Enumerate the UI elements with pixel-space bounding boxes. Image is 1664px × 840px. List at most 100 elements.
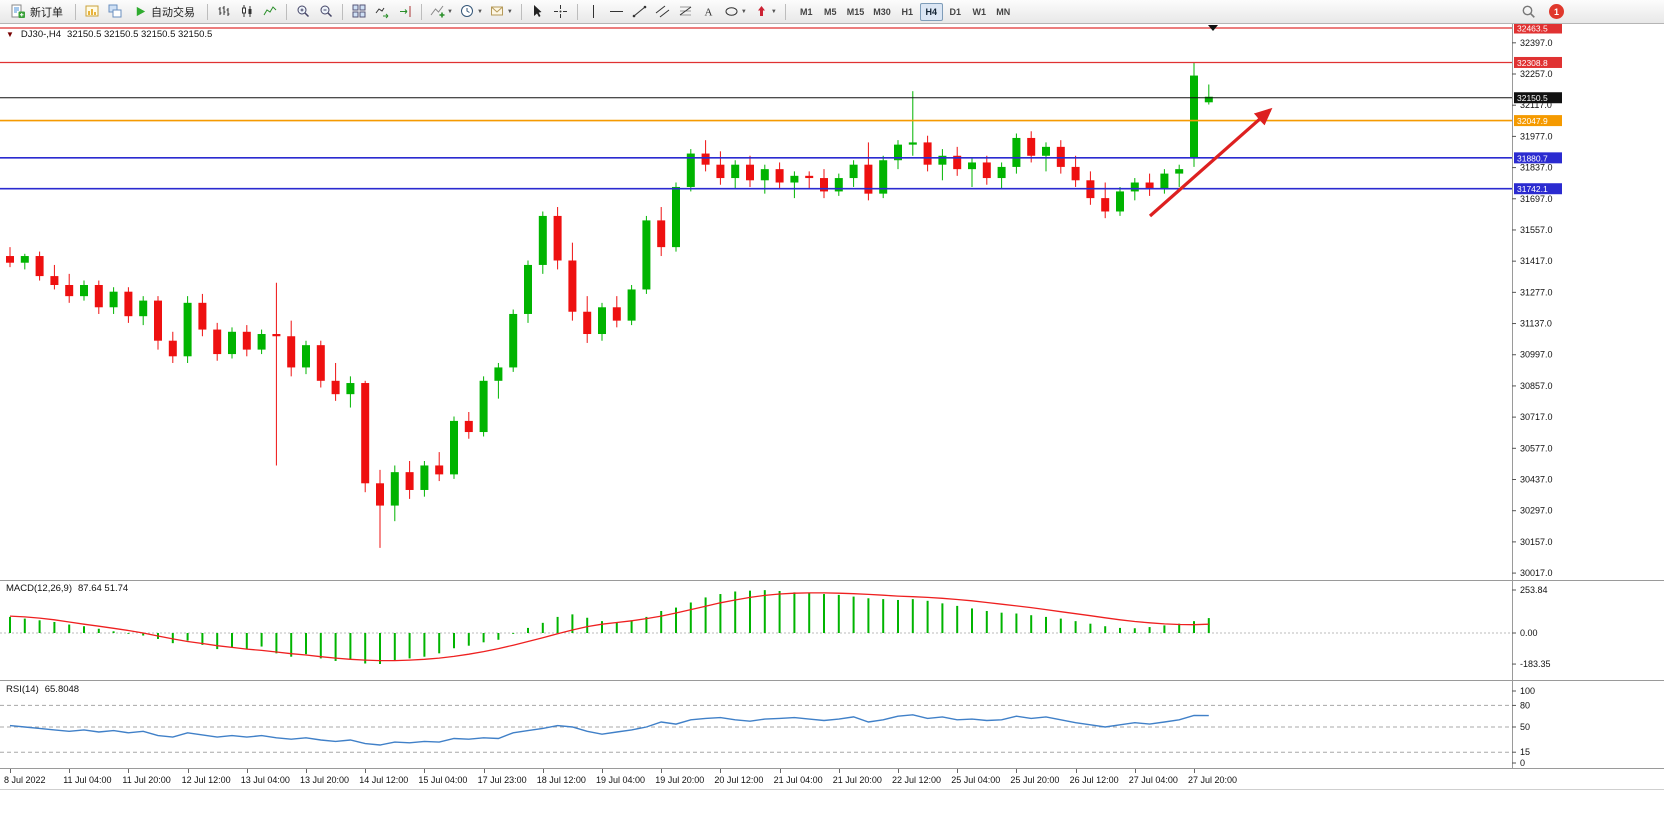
svg-text:15: 15 — [1520, 747, 1530, 757]
timeframe-button-h1[interactable]: H1 — [901, 6, 914, 17]
svg-text:31742.1: 31742.1 — [1517, 184, 1548, 194]
timeframe-button-m30[interactable]: M30 — [873, 6, 891, 17]
shapes-icon[interactable]: ▼ — [721, 2, 750, 22]
time-tick — [128, 769, 130, 773]
svg-text:32463.5: 32463.5 — [1517, 24, 1548, 34]
chart-window-icon[interactable] — [81, 2, 103, 22]
chart-bars-icon[interactable] — [213, 2, 235, 22]
time-tick — [187, 769, 189, 773]
autoscroll-icon[interactable] — [371, 2, 393, 22]
symbol-dropdown-icon[interactable]: ▼ — [6, 30, 14, 39]
search-icon[interactable] — [1517, 2, 1539, 22]
timeframe-button-mn[interactable]: MN — [996, 6, 1011, 17]
svg-text:31977.0: 31977.0 — [1520, 131, 1553, 141]
toolbar-separator — [207, 3, 208, 20]
time-tick — [424, 769, 426, 773]
profiles-icon[interactable] — [104, 2, 126, 22]
time-axis-label: 8 Jul 2022 — [4, 775, 46, 785]
time-axis-label: 25 Jul 20:00 — [1010, 775, 1060, 785]
time-tick — [1194, 769, 1195, 773]
svg-text:32308.8: 32308.8 — [1517, 58, 1548, 68]
main-toolbar: 新订单 自动交易 — [0, 0, 1664, 24]
toolbar-right-group: 1 — [1517, 2, 1564, 22]
time-axis-label: 21 Jul 04:00 — [773, 775, 823, 785]
timeframe-button-m5[interactable]: M5 — [824, 6, 837, 17]
svg-text:32397.0: 32397.0 — [1520, 38, 1553, 48]
time-tick — [1075, 769, 1077, 773]
timeframe-toolbar: M1 M5 M15 M30 H1 H4 D1 W1 MN — [795, 2, 1015, 21]
symbol-ohlc-label: ▼ DJ30-,H4 32150.5 32150.5 32150.5 32150… — [6, 29, 212, 40]
main-price-chart[interactable]: 32397.0 32257.0 32117.0 31977.0 31837.0 31697… — [0, 24, 1664, 580]
time-tick — [779, 769, 781, 773]
rsi-indicator-panel[interactable]: 100 80 50 150 — [0, 680, 1664, 768]
notification-badge[interactable]: 1 — [1549, 4, 1564, 19]
zoom-out-icon[interactable] — [315, 2, 337, 22]
current-bar-marker — [1208, 25, 1218, 31]
time-tick — [602, 769, 603, 773]
time-tick — [246, 769, 248, 773]
svg-text:30857.0: 30857.0 — [1520, 381, 1553, 391]
svg-text:50: 50 — [1520, 722, 1530, 732]
macd-indicator-panel[interactable]: 253.84 0.00 -183.35 — [0, 580, 1664, 680]
svg-text:-183.35: -183.35 — [1520, 659, 1551, 669]
horizontal-line-icon[interactable] — [606, 2, 628, 22]
templates-button[interactable]: ▼ — [487, 2, 516, 22]
timeframe-button-m1[interactable]: M1 — [800, 6, 813, 17]
svg-text:31137.0: 31137.0 — [1520, 319, 1552, 329]
vertical-line-icon[interactable] — [583, 2, 605, 22]
chevron-down-icon: ▼ — [506, 8, 513, 15]
toolbar-separator — [75, 3, 76, 20]
trend-arrow-object[interactable] — [1148, 107, 1273, 218]
timeframe-button-h4[interactable]: H4 — [919, 2, 943, 21]
svg-text:30717.0: 30717.0 — [1520, 412, 1553, 422]
trendline-icon[interactable] — [629, 2, 651, 22]
time-axis[interactable]: 8 Jul 2022 11 Jul 04:00 11 Jul 20:00 12 Jul… — [0, 768, 1664, 790]
time-tick — [483, 769, 485, 773]
svg-text:30997.0: 30997.0 — [1520, 350, 1553, 360]
time-axis-label: 13 Jul 04:00 — [240, 775, 290, 785]
new-order-button[interactable]: 新订单 — [4, 2, 70, 22]
time-axis-label: 25 Jul 04:00 — [951, 775, 1001, 785]
macd-label: MACD(12,26,9) 87.64 51.74 — [6, 583, 128, 594]
toolbar-separator — [286, 3, 287, 20]
chart-candles-icon[interactable] — [236, 2, 258, 22]
price-badge-31880.7 — [1514, 152, 1562, 164]
time-tick — [306, 769, 307, 773]
indicators-button[interactable]: ▼ — [427, 2, 456, 22]
macd-values: 87.64 51.74 — [78, 583, 129, 594]
time-axis-label: 14 Jul 12:00 — [359, 775, 409, 785]
text-tool-icon[interactable]: A — [698, 2, 720, 22]
crosshair-icon[interactable] — [550, 2, 572, 22]
autotrading-button[interactable]: 自动交易 — [127, 2, 202, 22]
arrows-tool-icon[interactable]: ▼ — [751, 2, 780, 22]
svg-text:30017.0: 30017.0 — [1520, 568, 1553, 578]
svg-text:A: A — [705, 7, 713, 19]
toolbar-separator — [520, 3, 522, 20]
tile-windows-icon[interactable] — [348, 2, 370, 22]
autotrading-label: 自动交易 — [151, 6, 195, 19]
time-tick — [1016, 769, 1018, 773]
svg-text:32150.5: 32150.5 — [1517, 93, 1548, 103]
time-axis-label: 19 Jul 04:00 — [596, 775, 646, 785]
new-order-icon — [11, 4, 26, 19]
timeframe-button-m15[interactable]: M15 — [846, 6, 865, 17]
svg-text:32117.0: 32117.0 — [1520, 100, 1552, 110]
equidistant-channel-icon[interactable] — [652, 2, 674, 22]
svg-text:31277.0: 31277.0 — [1520, 287, 1553, 297]
periods-button[interactable]: ▼ — [457, 2, 486, 22]
timeframe-button-w1[interactable]: W1 — [972, 6, 987, 17]
fibonacci-icon[interactable] — [675, 2, 697, 22]
zoom-in-icon[interactable] — [292, 2, 314, 22]
svg-text:31837.0: 31837.0 — [1520, 163, 1553, 173]
svg-text:31697.0: 31697.0 — [1520, 194, 1553, 204]
svg-text:31880.7: 31880.7 — [1517, 153, 1548, 163]
autotrading-play-icon — [134, 5, 147, 18]
chart-shift-icon[interactable] — [394, 2, 416, 22]
chart-line-icon[interactable] — [259, 2, 281, 22]
chevron-down-icon: ▼ — [770, 8, 777, 15]
price-badge-31742.1 — [1514, 183, 1562, 195]
svg-text:32047.9: 32047.9 — [1517, 116, 1548, 126]
cursor-icon[interactable] — [527, 2, 549, 22]
timeframe-button-d1[interactable]: D1 — [949, 6, 962, 17]
